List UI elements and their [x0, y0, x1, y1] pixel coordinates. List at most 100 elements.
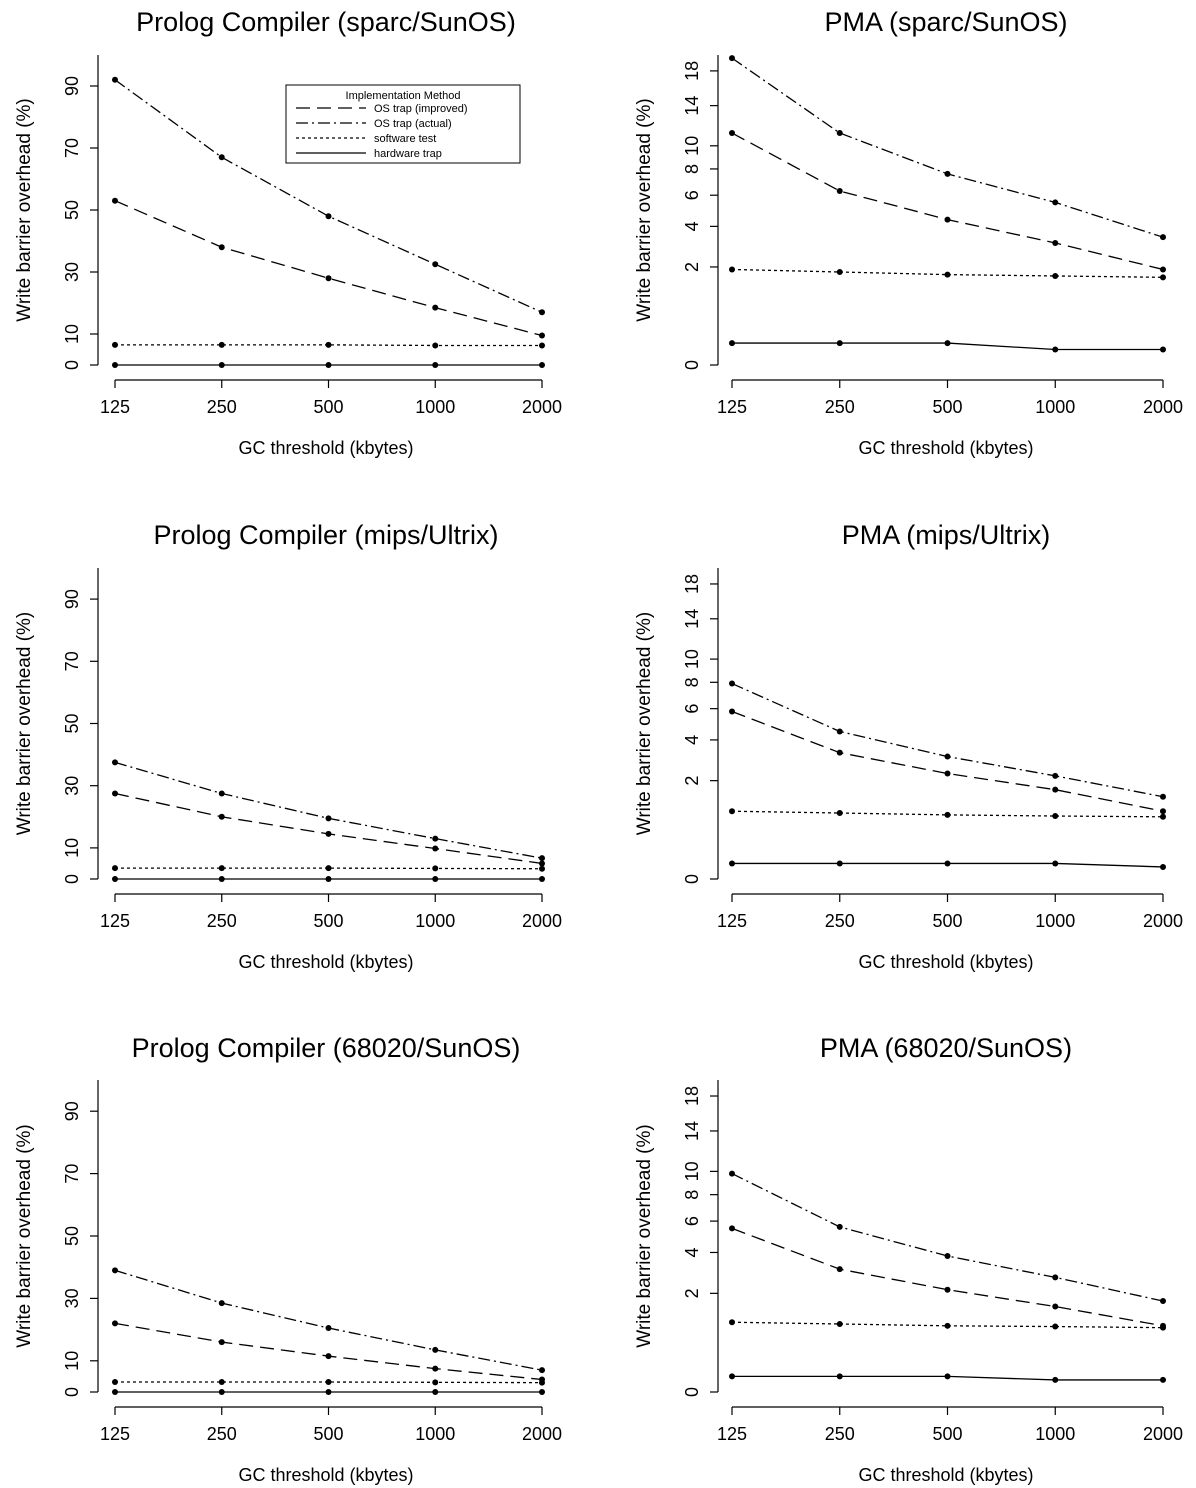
y-tick-label: 8 [682, 164, 702, 174]
data-point [836, 749, 843, 756]
data-point [729, 266, 735, 273]
data-point [539, 876, 545, 882]
data-point [218, 362, 225, 368]
data-point [836, 340, 843, 347]
data-point [539, 362, 545, 368]
x-tick-label: 500 [313, 397, 343, 417]
series-line-1 [731, 57, 1164, 238]
data-point [944, 216, 951, 223]
y-tick-label: 6 [682, 190, 702, 200]
data-point [218, 813, 225, 820]
data-point [539, 860, 545, 867]
data-point [112, 759, 118, 766]
y-tick-label: 14 [682, 609, 702, 629]
data-point [539, 342, 545, 349]
x-tick-label: 500 [932, 911, 962, 931]
y-tick-label: 70 [62, 651, 82, 671]
data-point [325, 815, 332, 822]
data-point [432, 865, 439, 872]
series-line-1 [731, 1173, 1164, 1302]
y-tick-label: 8 [682, 1190, 702, 1200]
data-point [539, 1389, 545, 1395]
data-point [729, 340, 735, 347]
data-point [836, 728, 843, 735]
y-tick-label: 10 [682, 1161, 702, 1181]
data-point [836, 810, 843, 817]
x-tick-label: 500 [932, 397, 962, 417]
data-point [1160, 234, 1166, 241]
x-tick-label: 500 [313, 911, 343, 931]
y-tick-label: 8 [682, 677, 702, 687]
data-point [836, 130, 843, 137]
series-line-0 [731, 1227, 1164, 1327]
data-point [836, 1266, 843, 1273]
y-tick-label: 30 [62, 262, 82, 282]
y-tick-label: 18 [682, 574, 702, 594]
x-tick-label: 2000 [522, 911, 562, 931]
chart-title: PMA (68020/SunOS) [820, 1033, 1072, 1063]
data-point [325, 830, 332, 837]
data-point [836, 860, 843, 867]
data-point [112, 1320, 118, 1327]
data-point [729, 1319, 735, 1326]
x-tick-label: 250 [825, 1424, 855, 1444]
x-tick-label: 1000 [1035, 1424, 1075, 1444]
legend-title: Implementation Method [346, 90, 461, 102]
y-axis-label: Write barrier overhead (%) [634, 1124, 655, 1348]
data-point [218, 341, 225, 348]
x-tick-label: 250 [207, 911, 237, 931]
chart-panel-1: PMA (sparc/SunOS) 0 2 4 6 8 10 14 18 Write barrie… [634, 7, 1183, 458]
data-point [432, 1379, 439, 1386]
legend-entry-label: OS trap (actual) [374, 118, 452, 130]
series-line-1 [114, 761, 543, 859]
series-line-1 [731, 682, 1164, 798]
data-point [1160, 346, 1166, 353]
x-axis-label: GC threshold (kbytes) [238, 1465, 413, 1485]
data-point [218, 865, 225, 872]
series-line-0 [731, 132, 1164, 271]
data-point [1052, 1323, 1059, 1330]
y-tick-label: 10 [62, 1351, 82, 1371]
x-tick-label: 125 [100, 397, 130, 417]
x-tick-label: 500 [932, 1424, 962, 1444]
data-point [1160, 274, 1166, 281]
x-axis-label: GC threshold (kbytes) [858, 1465, 1033, 1485]
y-axis-label: Write barrier overhead (%) [14, 1124, 35, 1348]
y-tick-label: 90 [62, 1101, 82, 1121]
x-tick-label: 2000 [1143, 1424, 1183, 1444]
y-tick-label: 10 [682, 649, 702, 669]
data-point [218, 1300, 225, 1307]
x-tick-label: 1000 [415, 1424, 455, 1444]
data-point [432, 362, 439, 368]
x-axis-label: GC threshold (kbytes) [238, 438, 413, 458]
data-point [218, 1379, 225, 1386]
y-tick-label: 6 [682, 1216, 702, 1226]
legend-entry-label: hardware trap [374, 148, 442, 160]
y-tick-label: 4 [682, 1247, 702, 1257]
series-line-2 [115, 344, 542, 347]
data-point [944, 811, 951, 818]
data-point [729, 808, 735, 815]
data-point [112, 865, 118, 872]
data-point [1160, 266, 1166, 273]
y-tick-label: 0 [682, 1387, 702, 1397]
series-line-2 [115, 867, 543, 870]
x-axis-label: GC threshold (kbytes) [858, 952, 1033, 972]
data-point [836, 1223, 843, 1230]
data-point [432, 835, 439, 842]
data-point [112, 1267, 118, 1274]
data-point [325, 1325, 332, 1332]
data-point [1160, 808, 1166, 815]
series-line-2 [115, 1381, 543, 1384]
data-point [325, 1379, 332, 1386]
data-point [218, 244, 225, 251]
chart-panel-5: PMA (68020/SunOS) 0 2 4 6 8 10 14 18 Write barrie… [634, 1033, 1183, 1485]
y-tick-label: 2 [682, 262, 702, 272]
y-tick-label: 50 [62, 713, 82, 733]
data-point [944, 340, 951, 347]
data-point [944, 753, 951, 760]
data-point [218, 1389, 225, 1395]
y-tick-label: 6 [682, 704, 702, 714]
x-tick-label: 2000 [1143, 911, 1183, 931]
y-tick-label: 0 [62, 1387, 82, 1397]
